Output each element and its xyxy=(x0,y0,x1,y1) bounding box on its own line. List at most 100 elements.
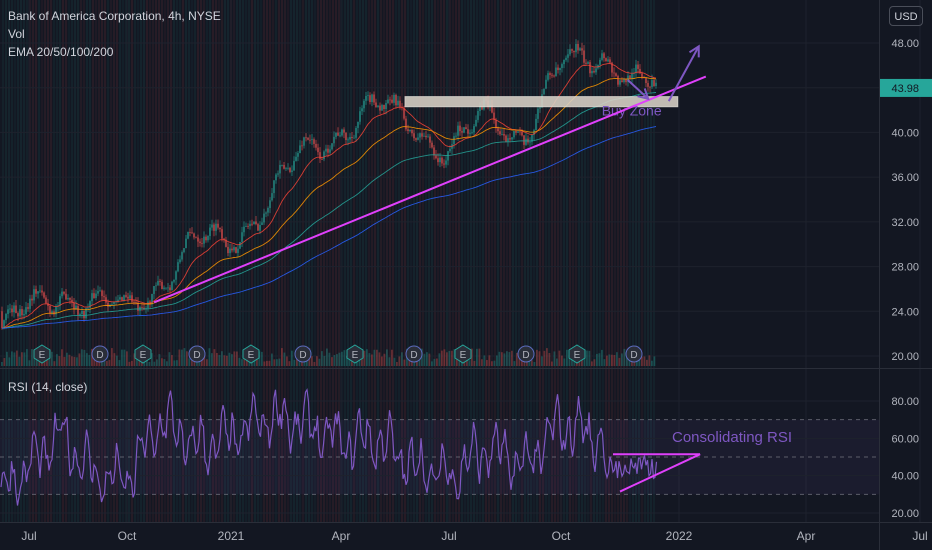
volume-bar xyxy=(113,353,116,366)
bg-stripe xyxy=(128,0,130,368)
candle-body xyxy=(345,132,347,141)
event-marker-label: E xyxy=(39,350,46,361)
candle-body xyxy=(89,301,91,308)
bg-stripe xyxy=(98,369,100,522)
candle-body xyxy=(377,105,379,108)
price-tick-label: 20.00 xyxy=(891,351,919,363)
volume-bar xyxy=(68,354,71,366)
bg-stripe xyxy=(215,0,217,368)
volume-bar xyxy=(223,355,226,366)
candle-body xyxy=(547,73,549,80)
volume-bar xyxy=(541,356,543,366)
candle-body xyxy=(271,193,273,201)
volume-bar xyxy=(441,350,443,366)
volume-bar xyxy=(121,349,123,366)
candle-body xyxy=(429,136,431,143)
candle-body xyxy=(77,305,79,315)
bg-stripe xyxy=(131,369,133,522)
bg-stripe xyxy=(308,369,310,522)
bg-stripe xyxy=(146,369,148,522)
volume-bar xyxy=(561,355,563,366)
bg-stripe xyxy=(371,369,373,522)
bg-stripe xyxy=(113,0,115,368)
volume-bar xyxy=(91,348,93,366)
event-marker-label: E xyxy=(248,350,255,361)
bg-stripe xyxy=(272,369,274,522)
bg-stripe xyxy=(524,0,526,368)
dividend-marker xyxy=(625,345,643,363)
bg-stripe xyxy=(95,0,97,368)
bg-stripe xyxy=(644,369,646,522)
candle-body xyxy=(577,43,579,51)
bg-stripe xyxy=(449,0,451,368)
bg-stripe xyxy=(161,0,163,368)
bg-stripe xyxy=(224,369,226,522)
volume-bar xyxy=(171,355,173,366)
bg-stripe xyxy=(191,0,193,368)
candle-body xyxy=(409,129,411,131)
volume-bar xyxy=(491,361,493,366)
candle-body xyxy=(283,164,285,169)
bg-stripe xyxy=(494,369,496,522)
bg-stripe xyxy=(167,0,169,368)
volume-bar xyxy=(8,357,11,366)
candle-body xyxy=(155,285,157,287)
candle-body xyxy=(137,302,139,311)
volume-bar xyxy=(321,351,323,366)
volume-bar xyxy=(531,360,533,366)
bg-stripe xyxy=(401,369,403,522)
candle-body xyxy=(505,135,507,142)
bg-stripe xyxy=(575,369,577,522)
candle-body xyxy=(465,127,467,130)
price-tick-label: 32.00 xyxy=(891,217,919,229)
volume-bar xyxy=(66,352,68,366)
bg-stripe xyxy=(380,0,382,368)
volume-bar xyxy=(653,356,656,366)
bg-stripe xyxy=(119,369,121,522)
volume-bar xyxy=(443,349,446,366)
candle-body xyxy=(179,259,181,263)
price-tick-label: 48.00 xyxy=(891,38,919,50)
bg-stripe xyxy=(335,0,337,368)
candle-body xyxy=(95,293,97,299)
bg-stripe xyxy=(518,0,520,368)
bg-stripe xyxy=(326,369,328,522)
bg-stripe xyxy=(512,369,514,522)
bg-stripe xyxy=(110,0,112,368)
bg-stripe xyxy=(275,369,277,522)
volume-bar xyxy=(273,359,276,366)
candle-body xyxy=(605,58,607,62)
candle-body xyxy=(81,310,83,314)
candle-body xyxy=(371,94,373,103)
candle-body xyxy=(367,95,369,96)
bg-stripe xyxy=(458,0,460,368)
volume-bar xyxy=(428,353,431,366)
volume-bar xyxy=(373,349,376,366)
bg-stripe xyxy=(167,369,169,522)
volume-bar xyxy=(538,351,541,366)
bg-stripe xyxy=(221,0,223,368)
bg-stripe xyxy=(404,369,406,522)
bg-stripe xyxy=(248,0,250,368)
candle-body xyxy=(467,129,469,134)
candle-body xyxy=(417,137,419,140)
bg-stripe xyxy=(50,369,52,522)
candle-body xyxy=(479,105,481,112)
volume-bar xyxy=(643,356,646,366)
volume-bar xyxy=(596,353,598,366)
bg-stripe xyxy=(224,0,226,368)
volume-bar xyxy=(266,360,268,366)
bg-stripe xyxy=(353,0,355,368)
volume-bar xyxy=(536,349,538,366)
candle-body xyxy=(197,237,199,242)
currency-button[interactable]: USD xyxy=(889,6,923,26)
candle-body xyxy=(117,299,119,302)
bg-stripe xyxy=(26,0,28,368)
candle-body xyxy=(107,302,109,307)
bg-stripe xyxy=(635,0,637,368)
candle-body xyxy=(253,221,255,225)
bg-stripe xyxy=(329,369,331,522)
pullback-arrow-head xyxy=(637,88,650,101)
bg-stripe xyxy=(380,369,382,522)
